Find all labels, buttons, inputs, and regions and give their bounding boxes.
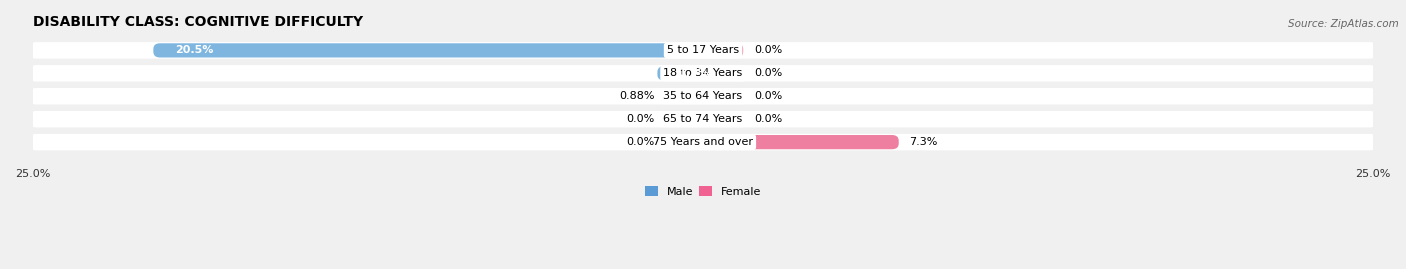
- FancyBboxPatch shape: [658, 66, 703, 80]
- FancyBboxPatch shape: [27, 65, 1379, 82]
- Text: 75 Years and over: 75 Years and over: [652, 137, 754, 147]
- FancyBboxPatch shape: [27, 42, 1379, 59]
- Text: 0.0%: 0.0%: [754, 114, 782, 124]
- Text: 0.0%: 0.0%: [754, 45, 782, 55]
- FancyBboxPatch shape: [703, 112, 744, 126]
- FancyBboxPatch shape: [703, 89, 744, 103]
- FancyBboxPatch shape: [703, 135, 898, 149]
- FancyBboxPatch shape: [153, 43, 703, 58]
- FancyBboxPatch shape: [662, 112, 703, 126]
- Text: 0.0%: 0.0%: [754, 68, 782, 78]
- FancyBboxPatch shape: [27, 134, 1379, 150]
- FancyBboxPatch shape: [27, 111, 1379, 128]
- FancyBboxPatch shape: [662, 89, 703, 103]
- Text: 20.5%: 20.5%: [174, 45, 214, 55]
- Text: 0.0%: 0.0%: [627, 137, 655, 147]
- Text: Source: ZipAtlas.com: Source: ZipAtlas.com: [1288, 19, 1399, 29]
- Text: 1.7%: 1.7%: [679, 68, 710, 78]
- Text: 0.0%: 0.0%: [627, 114, 655, 124]
- FancyBboxPatch shape: [703, 66, 744, 80]
- Text: 5 to 17 Years: 5 to 17 Years: [666, 45, 740, 55]
- Text: 18 to 34 Years: 18 to 34 Years: [664, 68, 742, 78]
- Text: 7.3%: 7.3%: [910, 137, 938, 147]
- FancyBboxPatch shape: [662, 135, 703, 149]
- FancyBboxPatch shape: [703, 43, 744, 58]
- Legend: Male, Female: Male, Female: [640, 182, 766, 201]
- Text: DISABILITY CLASS: COGNITIVE DIFFICULTY: DISABILITY CLASS: COGNITIVE DIFFICULTY: [32, 15, 363, 29]
- Text: 35 to 64 Years: 35 to 64 Years: [664, 91, 742, 101]
- Text: 0.88%: 0.88%: [619, 91, 655, 101]
- Text: 0.0%: 0.0%: [754, 91, 782, 101]
- Text: 65 to 74 Years: 65 to 74 Years: [664, 114, 742, 124]
- FancyBboxPatch shape: [27, 88, 1379, 105]
